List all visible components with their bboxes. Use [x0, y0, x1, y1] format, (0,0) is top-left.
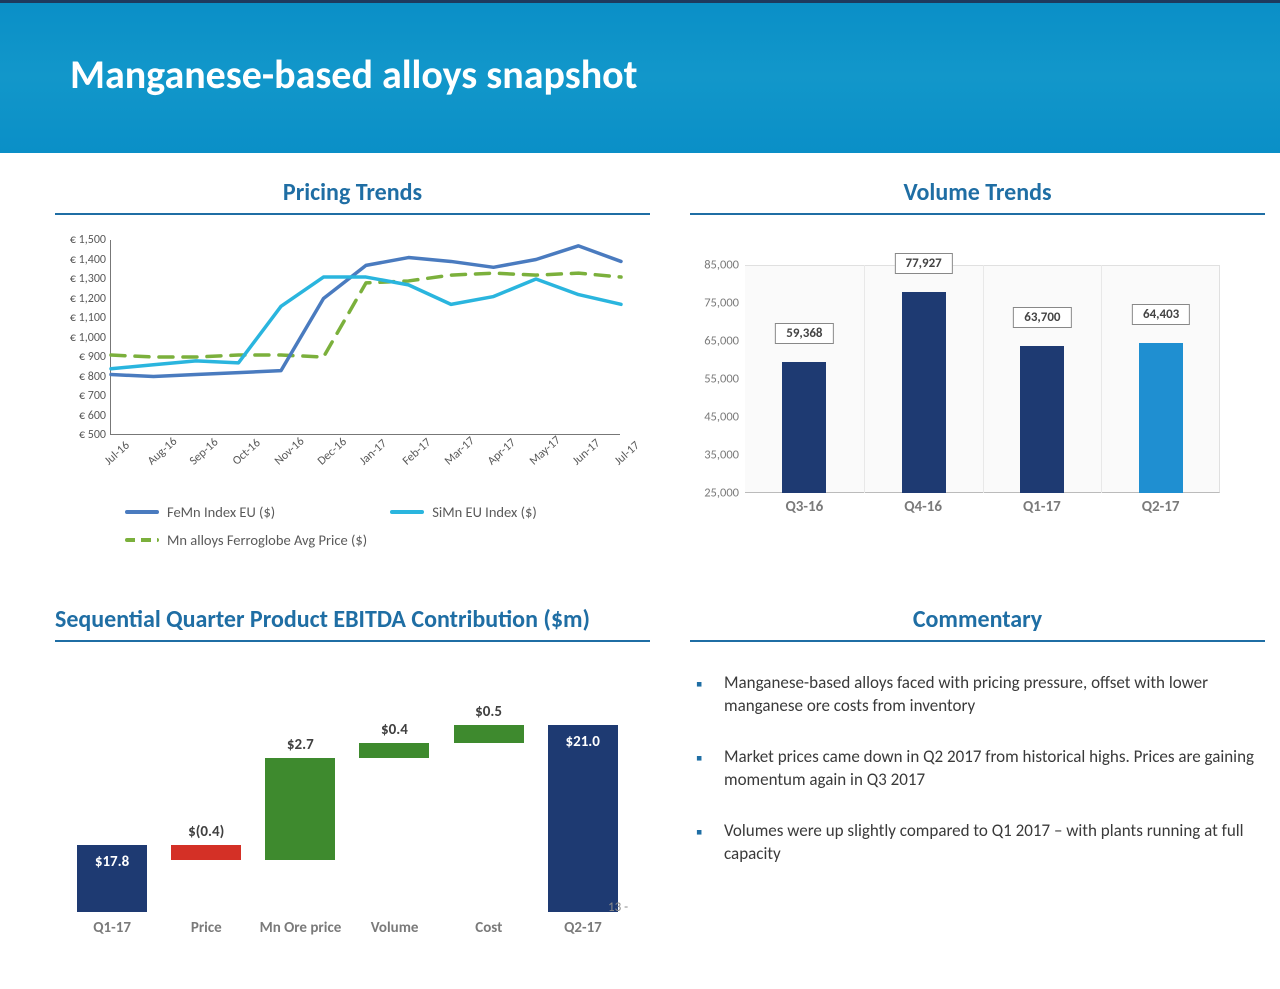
waterfall-value-label: $(0.4) — [188, 823, 224, 841]
volume-ytick: 75,000 — [704, 296, 739, 311]
pricing-xtick: Jan-17 — [357, 437, 390, 469]
waterfall-value-label: $0.5 — [475, 703, 502, 721]
commentary-list: Manganese-based alloys faced with pricin… — [690, 662, 1265, 866]
waterfall-value-label: $17.8 — [95, 853, 129, 871]
slide-header: Manganese-based alloys snapshot — [0, 0, 1280, 153]
page-number: 13 - — [608, 900, 628, 915]
waterfall-column: $2.7 — [253, 687, 347, 912]
waterfall-value-label: $2.7 — [287, 736, 314, 754]
volume-xtick: Q3-16 — [745, 498, 864, 516]
volume-bar-group: 59,368 — [745, 265, 864, 493]
pricing-ytick: € 1,300 — [70, 272, 106, 286]
waterfall-xtick: Cost — [442, 919, 536, 937]
commentary-bullet: Manganese-based alloys faced with pricin… — [690, 672, 1265, 718]
pricing-xtick: Dec-16 — [315, 435, 350, 468]
volume-value-label: 59,368 — [775, 323, 833, 344]
waterfall-xtick: Price — [159, 919, 253, 937]
waterfall-xtick: Mn Ore price — [253, 919, 347, 937]
volume-value-label: 63,700 — [1013, 307, 1071, 328]
waterfall-column: $21.0 — [536, 687, 630, 912]
volume-ytick: 85,000 — [704, 258, 739, 273]
volume-xtick: Q2-17 — [1101, 498, 1220, 516]
pricing-xtick: Oct-16 — [230, 436, 264, 468]
pricing-ytick: € 600 — [79, 409, 106, 423]
pricing-xtick: Nov-16 — [272, 435, 307, 469]
waterfall-bar — [548, 725, 618, 913]
pricing-ytick: € 1,100 — [70, 311, 106, 325]
legend-simn: SiMn EU Index ($) — [432, 503, 537, 521]
waterfall-bar — [171, 845, 241, 860]
pricing-chart: € 500 € 600 € 700 € 800 € 900 € 1,000 € 1,100 €… — [55, 235, 650, 575]
volume-bar — [1020, 346, 1064, 493]
waterfall-section: Sequential Quarter Product EBITDA Contri… — [55, 605, 650, 962]
waterfall-chart: $17.8 $(0.4) $2.7 $0.4 $0.5 $21.0 Q1-17PriceM… — [55, 662, 650, 962]
waterfall-bar — [454, 725, 524, 744]
commentary-bullet: Market prices came down in Q2 2017 from … — [690, 746, 1265, 792]
content-grid: Pricing Trends € 500 € 600 € 700 € 800 € 900… — [0, 153, 1280, 962]
pricing-ytick: € 900 — [79, 350, 106, 364]
volume-title: Volume Trends — [690, 178, 1265, 215]
pricing-xtick: Jul-17 — [612, 439, 643, 469]
pricing-ytick: € 1,500 — [70, 233, 106, 247]
commentary-bullet: Volumes were up slightly compared to Q1 … — [690, 820, 1265, 866]
pricing-xtick: Jul-16 — [102, 439, 133, 469]
pricing-ytick: € 500 — [79, 428, 106, 442]
legend-avg: Mn alloys Ferroglobe Avg Price ($) — [167, 531, 367, 549]
volume-bar-group: 77,927 — [864, 265, 983, 493]
volume-bar-group: 64,403 — [1101, 265, 1220, 493]
waterfall-column: $17.8 — [65, 687, 159, 912]
pricing-legend: FeMn Index EU ($) SiMn EU Index ($) Mn a… — [125, 503, 537, 559]
pricing-ytick: € 1,200 — [70, 292, 106, 306]
pricing-ytick: € 800 — [79, 370, 106, 384]
pricing-xtick: Sep-16 — [187, 435, 221, 468]
volume-bar — [902, 292, 946, 493]
volume-bar — [782, 362, 826, 493]
waterfall-column: $0.5 — [442, 687, 536, 912]
volume-ytick: 35,000 — [704, 448, 739, 463]
volume-ytick: 65,000 — [704, 334, 739, 349]
slide-title: Manganese-based alloys snapshot — [70, 50, 1280, 99]
volume-xtick: Q1-17 — [983, 498, 1102, 516]
pricing-title: Pricing Trends — [55, 178, 650, 215]
pricing-xtick: Mar-17 — [442, 434, 478, 468]
pricing-xtick: Jun-17 — [570, 436, 603, 468]
volume-ytick: 45,000 — [704, 410, 739, 425]
volume-chart: 25,000 35,000 45,000 55,000 65,000 75,000 85,0… — [690, 235, 1265, 555]
pricing-section: Pricing Trends € 500 € 600 € 700 € 800 € 900… — [55, 178, 650, 575]
volume-xtick: Q4-16 — [864, 498, 983, 516]
waterfall-xtick: Q1-17 — [65, 919, 159, 937]
pricing-xtick: Aug-16 — [145, 435, 180, 469]
pricing-xtick: Apr-17 — [485, 436, 519, 468]
waterfall-title: Sequential Quarter Product EBITDA Contri… — [55, 605, 650, 642]
pricing-xtick: May-17 — [527, 433, 564, 468]
legend-femn: FeMn Index EU ($) — [167, 503, 275, 521]
volume-value-label: 77,927 — [894, 253, 952, 274]
volume-ytick: 25,000 — [704, 486, 739, 501]
waterfall-column: $0.4 — [347, 687, 441, 912]
pricing-xtick: Feb-17 — [400, 436, 434, 469]
pricing-ytick: € 700 — [79, 389, 106, 403]
volume-value-label: 64,403 — [1132, 304, 1190, 325]
volume-bar — [1139, 343, 1183, 493]
volume-section: Volume Trends 25,000 35,000 45,000 55,000 65… — [690, 178, 1265, 575]
waterfall-column: $(0.4) — [159, 687, 253, 912]
pricing-ytick: € 1,000 — [70, 331, 106, 345]
waterfall-value-label: $21.0 — [565, 733, 599, 751]
commentary-section: Commentary Manganese-based alloys faced … — [690, 605, 1265, 962]
waterfall-bar — [265, 758, 335, 859]
waterfall-bar — [359, 743, 429, 758]
pricing-ytick: € 1,400 — [70, 253, 106, 267]
volume-bar-group: 63,700 — [983, 265, 1102, 493]
waterfall-xtick: Q2-17 — [536, 919, 630, 937]
waterfall-value-label: $0.4 — [381, 721, 408, 739]
volume-ytick: 55,000 — [704, 372, 739, 387]
waterfall-xtick: Volume — [348, 919, 442, 937]
commentary-title: Commentary — [690, 605, 1265, 642]
